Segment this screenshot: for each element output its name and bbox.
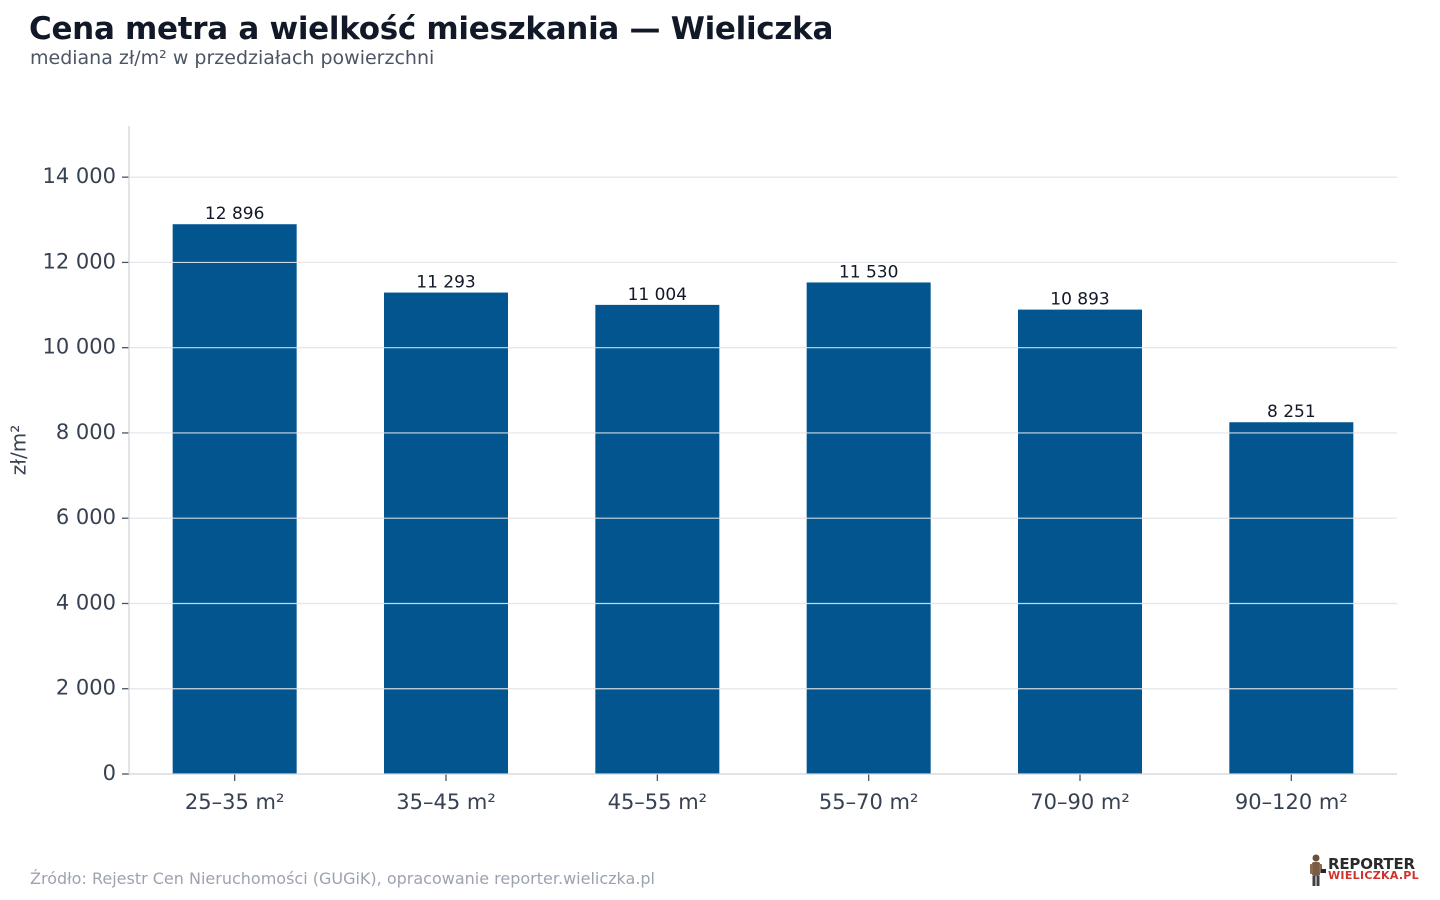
bars: 12 896 11 293 11 004 11 530 10 893 8 251 <box>129 176 1397 775</box>
logo-text-top: REPORTER <box>1328 855 1415 873</box>
x-tick-label: 35–45 m² <box>396 790 496 814</box>
logo-text-bottom: WIELICZKA.PL <box>1328 869 1419 882</box>
bar-2 <box>384 292 508 774</box>
reporter-figure-icon <box>1310 854 1326 886</box>
bar-value-label: 11 004 <box>628 285 687 305</box>
bar-4 <box>806 282 931 774</box>
chart-title: Cena metra a wielkość mieszkania — Wieli… <box>29 11 834 47</box>
bar-3 <box>595 304 720 774</box>
bar-1 <box>172 224 297 775</box>
y-tick-label: 12 000 <box>43 249 116 273</box>
x-tick-label: 90–120 m² <box>1235 790 1348 814</box>
x-tick-label: 45–55 m² <box>608 790 708 814</box>
bar-5 <box>1018 309 1142 774</box>
y-tick-label: 0 <box>103 761 116 785</box>
y-tick-label: 4 000 <box>56 590 116 614</box>
y-axis-label: zł/m² <box>7 425 31 475</box>
reporter-wieliczka-logo: REPORTER WIELICZKA.PL <box>1306 852 1419 888</box>
y-tick-label: 8 000 <box>56 420 116 444</box>
bar-value-label: 8 251 <box>1267 402 1316 422</box>
y-tick-label: 14 000 <box>43 164 116 188</box>
x-tick-label: 55–70 m² <box>819 790 919 814</box>
y-tick-label: 6 000 <box>56 505 116 529</box>
y-tick-label: 2 000 <box>56 676 116 700</box>
x-tick-label: 70–90 m² <box>1030 790 1130 814</box>
bar-value-label: 12 896 <box>205 204 264 224</box>
source-note: Źródło: Rejestr Cen Nieruchomości (GUGiK… <box>30 869 655 888</box>
bar-value-label: 10 893 <box>1050 290 1109 310</box>
x-tick-label: 25–35 m² <box>185 790 285 814</box>
axes: 0 2 000 4 000 6 000 8 000 10 000 12 000 14 000 2… <box>43 126 1397 814</box>
bar-value-label: 11 530 <box>839 262 898 282</box>
chart-subtitle: mediana zł/m² w przedziałach powierzchni <box>30 47 435 69</box>
bar-6 <box>1229 422 1354 774</box>
y-tick-label: 10 000 <box>43 335 116 359</box>
bar-value-label: 11 293 <box>416 273 475 293</box>
